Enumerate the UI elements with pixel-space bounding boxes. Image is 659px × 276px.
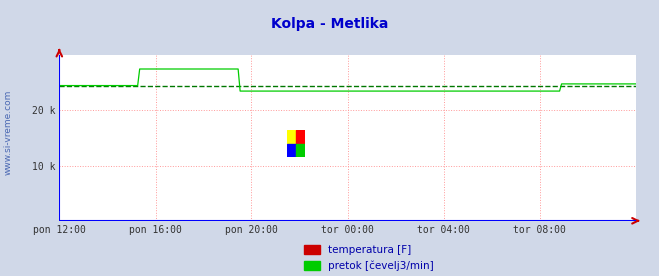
Text: www.si-vreme.com: www.si-vreme.com [4,90,13,175]
Bar [296,144,305,157]
Bar [287,130,296,144]
Text: Kolpa - Metlika: Kolpa - Metlika [271,17,388,31]
Legend: temperatura [F], pretok [čevelj3/min]: temperatura [F], pretok [čevelj3/min] [304,245,434,271]
Bar [287,144,296,157]
Bar [296,130,305,144]
